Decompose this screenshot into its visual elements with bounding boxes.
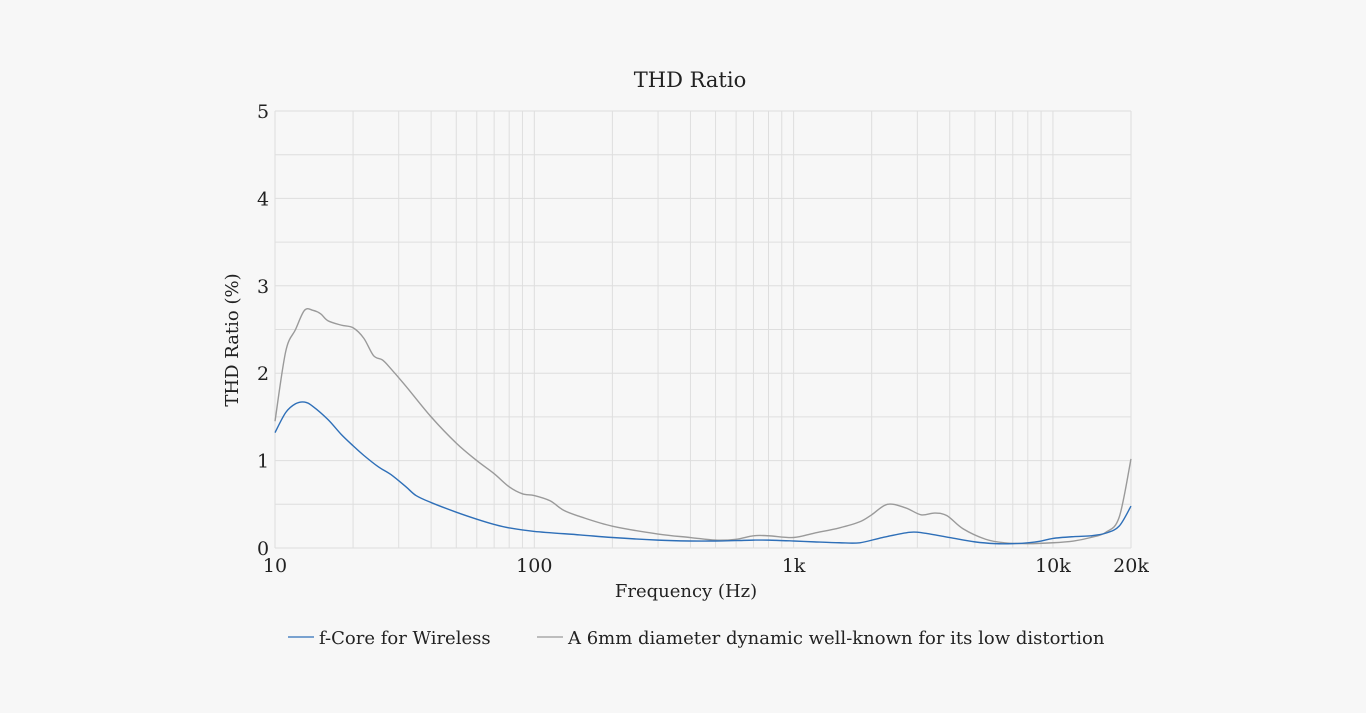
grid	[274, 110, 1132, 549]
x-tick-label: 10k	[1035, 555, 1071, 577]
x-tick-label: 100	[516, 555, 552, 577]
y-axis-label: THD Ratio (%)	[222, 273, 243, 406]
y-tick-label: 3	[257, 276, 269, 298]
legend-label-f-core: f-Core for Wireless	[319, 628, 491, 649]
legend-label-6mm-dynamic: A 6mm diameter dynamic well-known for it…	[567, 628, 1105, 649]
x-tick-label: 20k	[1113, 555, 1149, 577]
x-tick-label: 1k	[782, 555, 806, 577]
x-axis-label: Frequency (Hz)	[615, 581, 757, 602]
chart-title: THD Ratio	[634, 68, 746, 92]
y-tick-label: 4	[257, 188, 269, 210]
y-tick-label: 1	[257, 451, 269, 473]
series-lines	[274, 308, 1132, 545]
y-tick-label: 0	[257, 538, 269, 560]
legend: f-Core for Wireless A 6mm diameter dynam…	[288, 628, 1105, 649]
y-tick-label: 2	[257, 363, 269, 385]
y-tick-label: 5	[257, 101, 269, 123]
tick-labels: 0 1 2 3 4 5 10 100 1k 10k 20k	[257, 101, 1149, 577]
x-tick-label: 10	[263, 555, 287, 577]
series-line-6mm-dynamic	[274, 308, 1132, 545]
series-line-f-core	[274, 401, 1132, 545]
